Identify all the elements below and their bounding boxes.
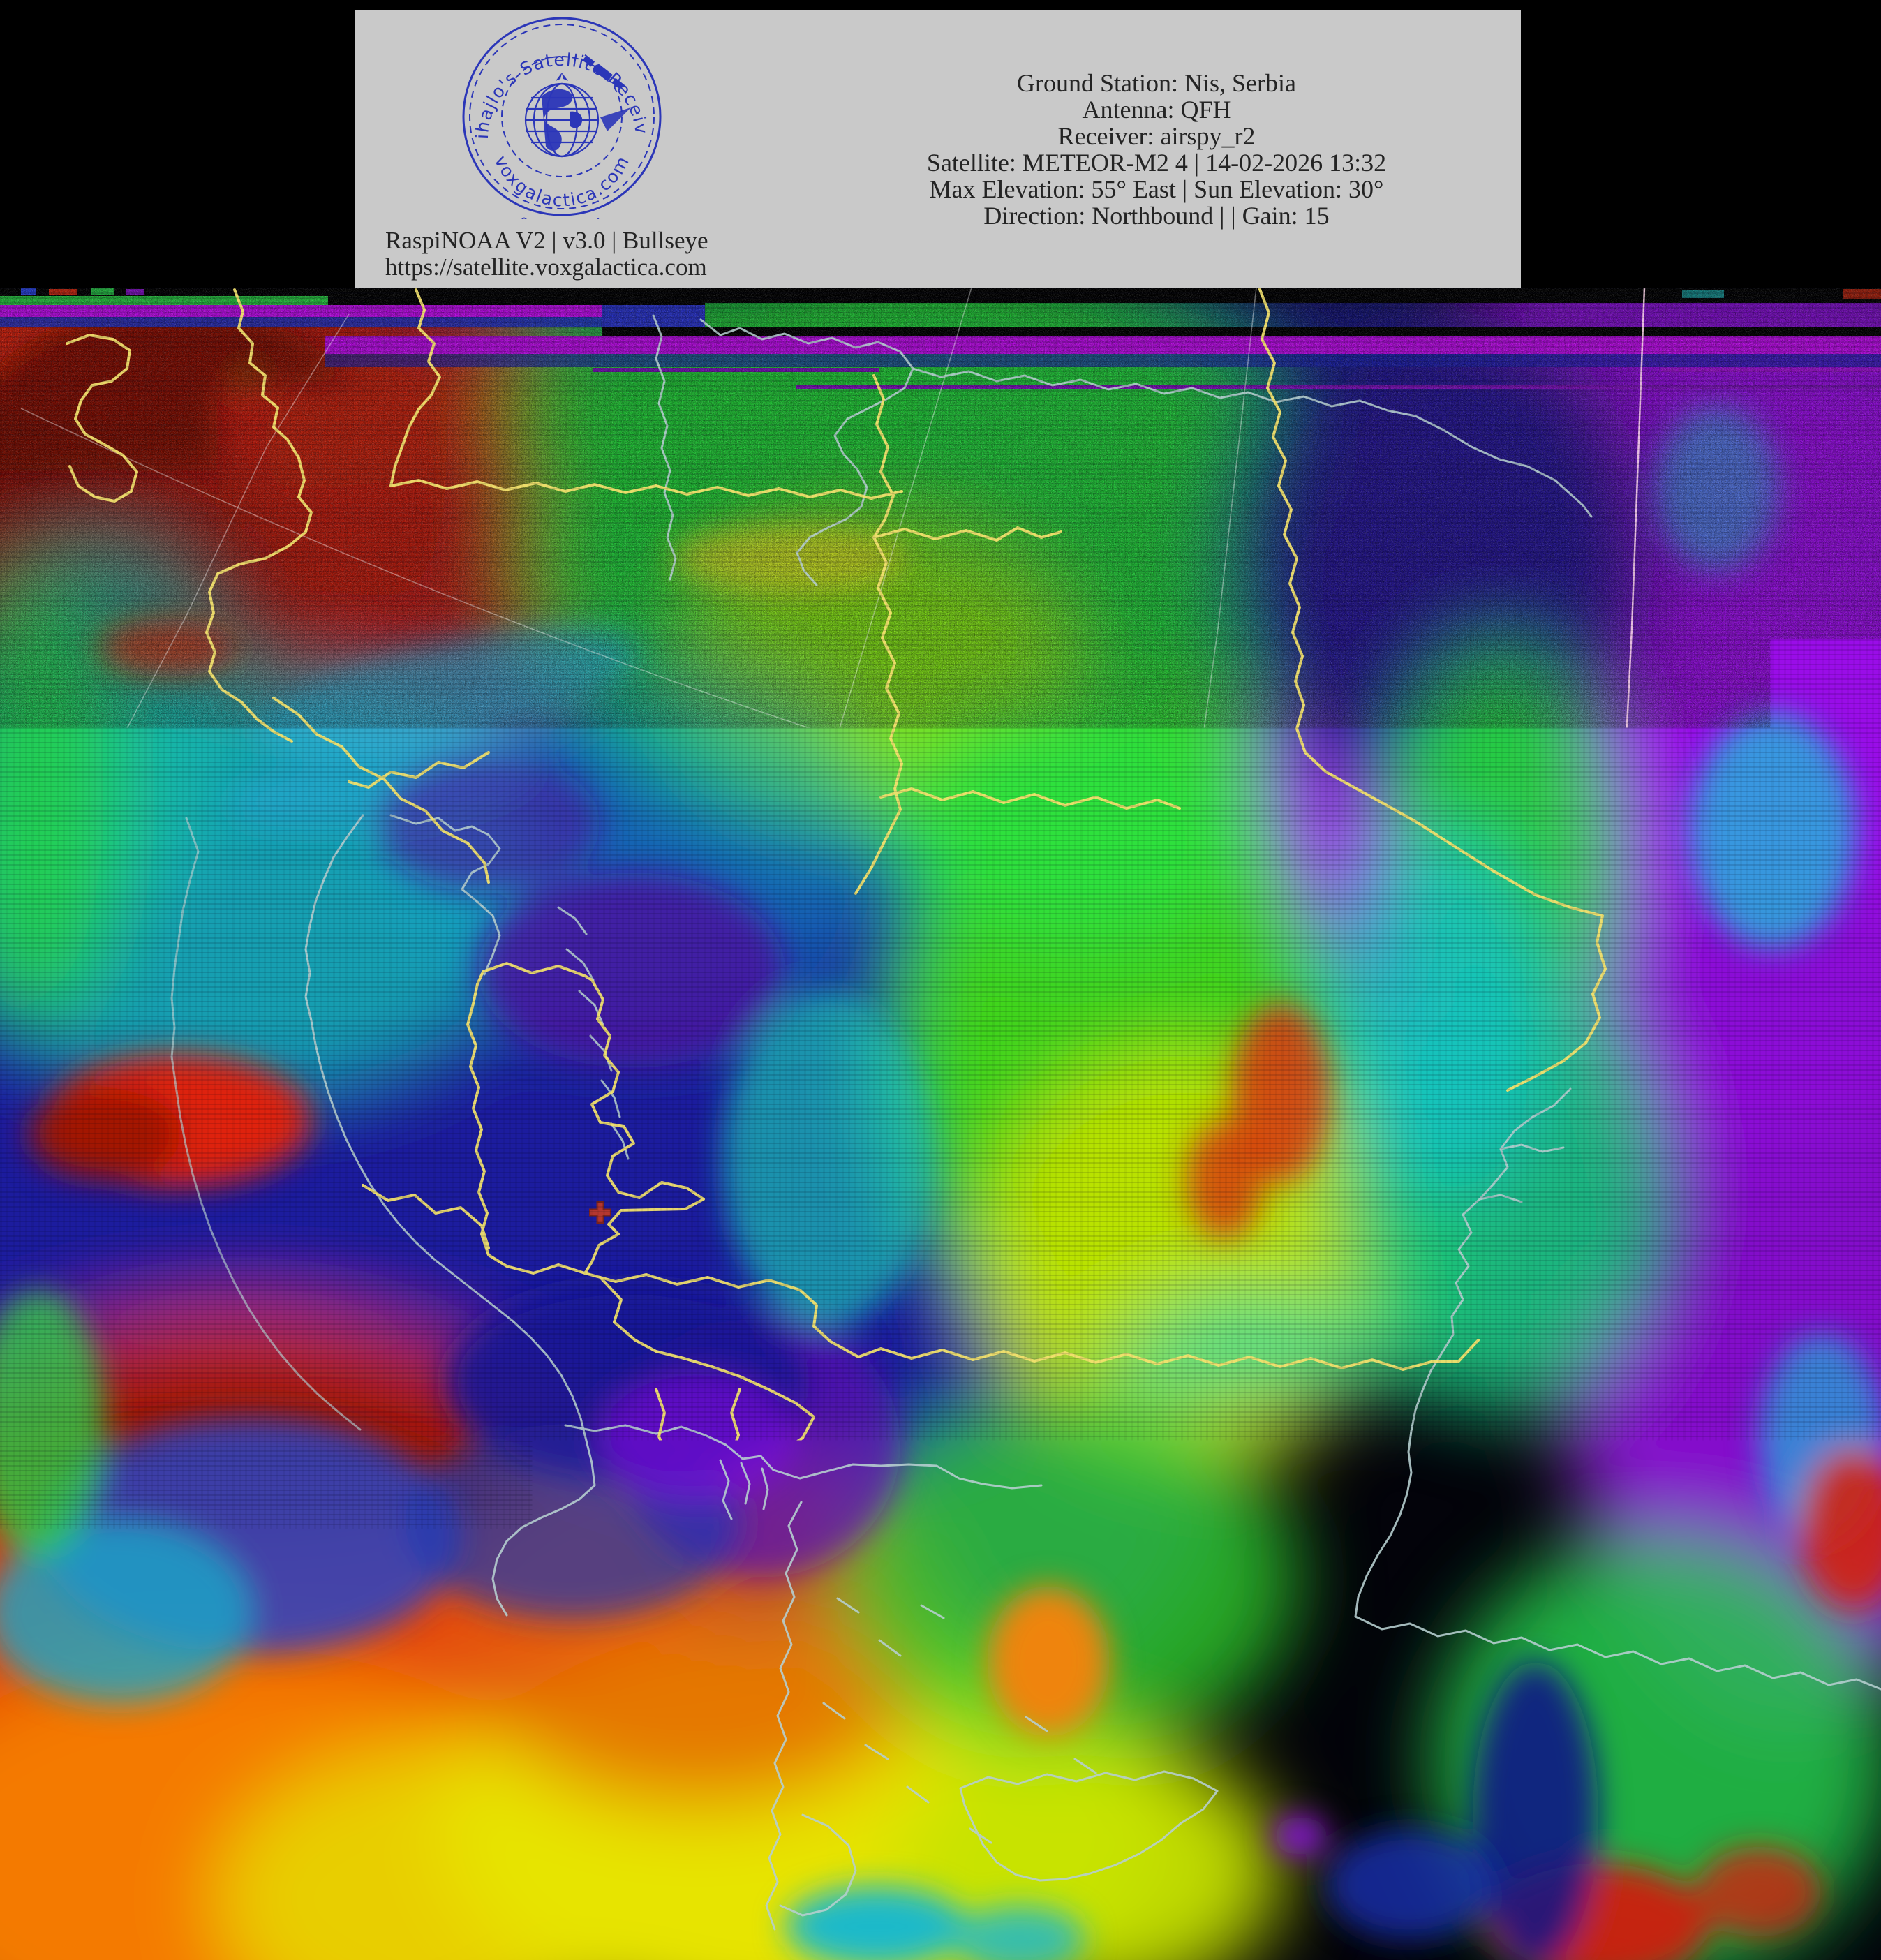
info-line-antenna: Antenna: QFH bbox=[927, 96, 1386, 123]
satellite-capture-page: Mihajlo's Satellite Receiver voxgalactic… bbox=[0, 0, 1881, 1960]
info-banner: Mihajlo's Satellite Receiver voxgalactic… bbox=[355, 10, 1521, 296]
info-line-satellite: Satellite: METEOR-M2 4 | 14-02-2026 13:3… bbox=[927, 149, 1386, 176]
info-line-direction: Direction: Northbound | | Gain: 15 bbox=[927, 202, 1386, 229]
station-logo: Mihajlo's Satellite Receiver voxgalactic… bbox=[459, 14, 664, 219]
info-line-ground-station: Ground Station: Nis, Serbia bbox=[927, 70, 1386, 96]
software-info-block: RaspiNOAA V2 | v3.0 | Bullseye https://s… bbox=[385, 228, 708, 281]
antenna-icon bbox=[556, 73, 568, 81]
info-line-elevation: Max Elevation: 55° East | Sun Elevation:… bbox=[927, 176, 1386, 202]
info-line-receiver: Receiver: airspy_r2 bbox=[927, 123, 1386, 149]
satellite-map bbox=[0, 288, 1881, 1960]
globe-icon bbox=[526, 84, 598, 156]
satellite-image-area bbox=[0, 288, 1881, 1960]
pass-info-block: Ground Station: Nis, Serbia Antenna: QFH… bbox=[927, 70, 1386, 229]
website-url-line: https://satellite.voxgalactica.com bbox=[385, 254, 708, 281]
software-version-line: RaspiNOAA V2 | v3.0 | Bullseye bbox=[385, 228, 708, 254]
beam-icon bbox=[600, 107, 631, 131]
